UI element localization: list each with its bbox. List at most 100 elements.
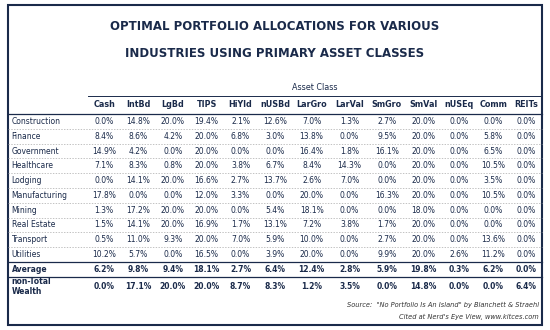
Text: 2.7%: 2.7% (377, 235, 396, 244)
Text: 20.0%: 20.0% (411, 161, 436, 170)
Text: 20.0%: 20.0% (194, 282, 220, 291)
Text: Average: Average (12, 265, 47, 274)
Text: 16.3%: 16.3% (375, 191, 399, 200)
Text: 0.0%: 0.0% (340, 132, 359, 141)
Text: 0.0%: 0.0% (516, 117, 536, 126)
Text: Cash: Cash (93, 100, 115, 109)
Text: 0.5%: 0.5% (95, 235, 114, 244)
Text: 7.0%: 7.0% (231, 235, 250, 244)
Text: 1.7%: 1.7% (377, 220, 396, 229)
Text: 20.0%: 20.0% (411, 235, 436, 244)
Text: 8.6%: 8.6% (128, 132, 147, 141)
Text: Finance: Finance (12, 132, 41, 141)
Text: 20.0%: 20.0% (195, 132, 219, 141)
Text: 3.3%: 3.3% (231, 191, 250, 200)
Text: SmGro: SmGro (372, 100, 402, 109)
Text: 0.0%: 0.0% (95, 117, 114, 126)
Text: 14.3%: 14.3% (338, 161, 361, 170)
Text: 0.0%: 0.0% (266, 147, 285, 155)
Text: 14.1%: 14.1% (126, 220, 150, 229)
Text: 0.0%: 0.0% (377, 206, 397, 215)
Text: 5.9%: 5.9% (266, 235, 285, 244)
Text: 13.7%: 13.7% (263, 176, 287, 185)
Text: Real Estate: Real Estate (12, 220, 55, 229)
Text: Government: Government (12, 147, 59, 155)
Text: 0.0%: 0.0% (163, 191, 183, 200)
Text: 13.8%: 13.8% (300, 132, 323, 141)
Text: 13.1%: 13.1% (263, 220, 287, 229)
Text: 1.7%: 1.7% (231, 220, 250, 229)
Text: 8.3%: 8.3% (128, 161, 147, 170)
Text: 20.0%: 20.0% (411, 147, 436, 155)
Text: 20.0%: 20.0% (411, 250, 436, 259)
Text: 10.5%: 10.5% (481, 161, 505, 170)
Text: 0.0%: 0.0% (163, 250, 183, 259)
Text: 19.8%: 19.8% (410, 265, 437, 274)
Text: 3.8%: 3.8% (340, 220, 359, 229)
Text: Comm: Comm (479, 100, 507, 109)
Text: 17.8%: 17.8% (92, 191, 116, 200)
Text: 0.0%: 0.0% (516, 206, 536, 215)
Text: 20.0%: 20.0% (411, 117, 436, 126)
Text: IntBd: IntBd (126, 100, 150, 109)
Text: 19.4%: 19.4% (195, 117, 219, 126)
Text: 1.3%: 1.3% (95, 206, 114, 215)
Text: 14.1%: 14.1% (126, 176, 150, 185)
Text: 0.0%: 0.0% (516, 250, 536, 259)
Text: 2.7%: 2.7% (230, 265, 251, 274)
Text: LarVal: LarVal (335, 100, 364, 109)
Text: nUSBd: nUSBd (260, 100, 290, 109)
Text: 0.8%: 0.8% (163, 161, 182, 170)
Text: 20.0%: 20.0% (161, 176, 185, 185)
Text: 9.3%: 9.3% (163, 235, 183, 244)
Text: 1.8%: 1.8% (340, 147, 359, 155)
Text: 0.0%: 0.0% (449, 132, 469, 141)
Text: 7.0%: 7.0% (302, 117, 321, 126)
Text: 0.0%: 0.0% (516, 191, 536, 200)
Text: 10.5%: 10.5% (481, 191, 505, 200)
Text: 8.4%: 8.4% (302, 161, 321, 170)
Text: SmVal: SmVal (409, 100, 437, 109)
Text: 14.8%: 14.8% (410, 282, 437, 291)
Text: 0.0%: 0.0% (231, 147, 250, 155)
Text: 0.0%: 0.0% (94, 282, 114, 291)
Text: LgBd: LgBd (161, 100, 184, 109)
Text: 10.0%: 10.0% (300, 235, 323, 244)
Text: 0.0%: 0.0% (128, 191, 147, 200)
Text: 11.0%: 11.0% (126, 235, 150, 244)
Text: 20.0%: 20.0% (411, 132, 436, 141)
Text: 2.7%: 2.7% (377, 117, 396, 126)
Text: 6.8%: 6.8% (231, 132, 250, 141)
Text: 0.0%: 0.0% (449, 176, 469, 185)
Text: 3.0%: 3.0% (266, 132, 285, 141)
Text: 20.0%: 20.0% (161, 206, 185, 215)
Text: Source:  "No Portfolio Is An Island" by Blanchett & Straehl: Source: "No Portfolio Is An Island" by B… (347, 302, 539, 308)
Text: 16.4%: 16.4% (300, 147, 323, 155)
Text: Lodging: Lodging (12, 176, 42, 185)
Text: 2.7%: 2.7% (231, 176, 250, 185)
Text: 6.7%: 6.7% (266, 161, 285, 170)
Text: 0.0%: 0.0% (516, 235, 536, 244)
Text: 1.3%: 1.3% (340, 117, 359, 126)
Text: 5.9%: 5.9% (376, 265, 397, 274)
Text: 0.0%: 0.0% (449, 282, 470, 291)
Text: 0.0%: 0.0% (163, 147, 183, 155)
Text: 16.1%: 16.1% (375, 147, 399, 155)
Text: 1.2%: 1.2% (301, 282, 322, 291)
Text: 0.0%: 0.0% (377, 176, 397, 185)
Text: 6.4%: 6.4% (515, 282, 536, 291)
Text: 9.4%: 9.4% (162, 265, 183, 274)
Text: 18.1%: 18.1% (194, 265, 220, 274)
Text: 0.0%: 0.0% (231, 206, 250, 215)
Text: 0.0%: 0.0% (483, 282, 504, 291)
Text: 20.0%: 20.0% (195, 206, 219, 215)
Text: 0.0%: 0.0% (266, 191, 285, 200)
Text: Utilities: Utilities (12, 250, 41, 259)
Text: 17.2%: 17.2% (126, 206, 150, 215)
Text: 0.0%: 0.0% (516, 220, 536, 229)
Text: 20.0%: 20.0% (195, 235, 219, 244)
Text: 0.0%: 0.0% (483, 117, 503, 126)
Text: 20.0%: 20.0% (300, 191, 323, 200)
Text: 0.0%: 0.0% (449, 191, 469, 200)
Text: Manufacturing: Manufacturing (12, 191, 68, 200)
